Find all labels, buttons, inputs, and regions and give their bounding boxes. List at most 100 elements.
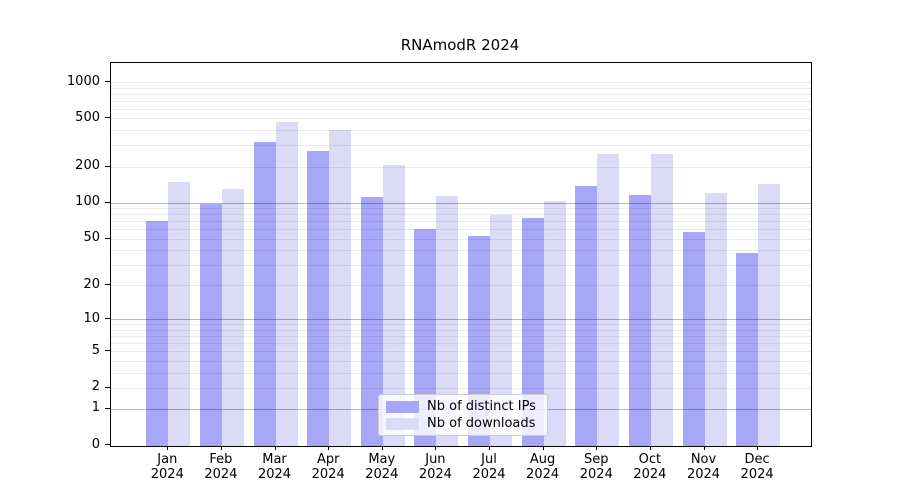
y-tick-label: 10 — [83, 310, 100, 326]
gridline-minor — [111, 238, 811, 240]
legend-label-downloads: Nb of downloads — [427, 416, 536, 431]
gridline-minor — [111, 214, 811, 216]
x-tick-year: 2024 — [150, 467, 184, 482]
gridline-major — [111, 202, 811, 204]
bar-downloads — [704, 192, 727, 446]
y-tick-label: 200 — [75, 158, 100, 173]
x-tick-mark — [328, 446, 330, 450]
gridline-minor — [111, 229, 811, 231]
chart-title: RNAmodR 2024 — [400, 36, 520, 54]
bar-distinct-ips — [360, 197, 383, 446]
x-tick-year: 2024 — [740, 467, 774, 482]
x-tick-mark — [542, 446, 544, 450]
bar-distinct-ips — [146, 221, 169, 446]
x-tick-label: Dec 2024 — [730, 452, 784, 482]
gridline-minor — [111, 372, 811, 374]
x-tick-mark — [274, 446, 276, 450]
gridline-minor — [111, 87, 811, 89]
gridline-minor — [111, 145, 811, 147]
bar-downloads — [650, 153, 673, 446]
y-tick-mark — [105, 407, 110, 409]
gridline-minor — [111, 118, 811, 120]
bar-distinct-ips — [628, 194, 651, 446]
bar-distinct-ips — [199, 204, 222, 446]
x-tick-label: Jul 2024 — [462, 452, 516, 482]
bar-downloads — [382, 164, 405, 446]
gridline-minor — [111, 100, 811, 102]
gridline-minor — [111, 285, 811, 287]
x-tick-label: Jan 2024 — [140, 452, 194, 482]
x-tick-label: Aug 2024 — [516, 452, 570, 482]
gridline-minor — [111, 250, 811, 252]
x-tick-label: Oct 2024 — [623, 452, 677, 482]
gridline-minor — [111, 324, 811, 326]
gridline-minor — [111, 264, 811, 266]
x-tick-label: Apr 2024 — [301, 452, 355, 482]
gridline-minor — [111, 82, 811, 83]
y-tick-label: 0 — [91, 436, 100, 452]
y-tick-mark — [105, 350, 110, 352]
x-tick-month: Jul — [481, 452, 497, 467]
y-tick-mark — [105, 284, 110, 286]
x-tick-label: Nov 2024 — [677, 452, 731, 482]
y-tick-mark — [105, 444, 110, 446]
y-tick-mark — [105, 117, 110, 119]
bar-downloads — [168, 182, 191, 446]
x-tick-month: Sep — [584, 452, 609, 467]
bar-downloads — [490, 214, 513, 446]
y-tick-label: 5 — [91, 342, 100, 358]
x-tick-mark — [596, 446, 598, 450]
x-tick-year: 2024 — [257, 467, 292, 482]
x-tick-mark — [757, 446, 759, 450]
gridline-minor — [111, 329, 811, 331]
x-tick-year: 2024 — [686, 467, 721, 482]
y-tick-mark — [105, 81, 110, 82]
bar-downloads — [543, 201, 566, 446]
plot-area — [110, 62, 812, 447]
x-tick-mark — [489, 446, 490, 450]
x-tick-year: 2024 — [204, 467, 238, 482]
gridline-minor — [111, 360, 811, 362]
x-tick-year: 2024 — [418, 467, 452, 482]
x-tick-month: Jan — [157, 452, 178, 467]
x-tick-mark — [649, 446, 651, 450]
y-tick-label: 50 — [83, 230, 100, 246]
gridline-minor — [111, 130, 811, 132]
gridline-minor — [111, 108, 811, 110]
x-tick-month: Aug — [529, 452, 556, 467]
x-tick-month: Apr — [316, 452, 340, 467]
bar-distinct-ips — [307, 150, 330, 446]
x-tick-year: 2024 — [526, 467, 560, 482]
gridline-minor — [111, 387, 811, 389]
bar-distinct-ips — [521, 218, 544, 446]
bar-downloads — [275, 121, 298, 446]
legend-row: Nb of downloads — [386, 416, 547, 432]
x-tick-month: May — [368, 452, 396, 467]
legend-swatch-downloads — [386, 418, 419, 430]
x-tick-label: Jun 2024 — [408, 452, 462, 482]
x-tick-label: Feb 2024 — [194, 452, 248, 482]
bar-downloads — [436, 196, 459, 446]
gridline-minor — [111, 208, 811, 210]
bar-distinct-ips — [253, 141, 276, 446]
y-tick-mark — [105, 165, 110, 167]
y-tick-label: 20 — [83, 276, 100, 292]
x-tick-label: Mar 2024 — [248, 452, 302, 482]
bar-downloads — [221, 189, 244, 446]
x-tick-month: Nov — [690, 452, 717, 467]
bar-downloads — [758, 184, 781, 446]
x-tick-year: 2024 — [365, 467, 399, 482]
x-tick-year: 2024 — [633, 467, 667, 482]
x-tick-month: Feb — [209, 452, 233, 467]
x-tick-year: 2024 — [579, 467, 613, 482]
x-tick-label: Sep 2024 — [569, 452, 623, 482]
x-tick-mark — [220, 446, 222, 450]
y-tick-mark — [105, 237, 110, 239]
y-tick-mark — [105, 318, 110, 320]
gridline-minor — [111, 336, 811, 337]
x-tick-label: May 2024 — [355, 452, 409, 482]
legend: Nb of distinct IPs Nb of downloads — [378, 394, 548, 436]
bar-distinct-ips — [736, 252, 759, 446]
x-tick-mark — [435, 446, 437, 450]
